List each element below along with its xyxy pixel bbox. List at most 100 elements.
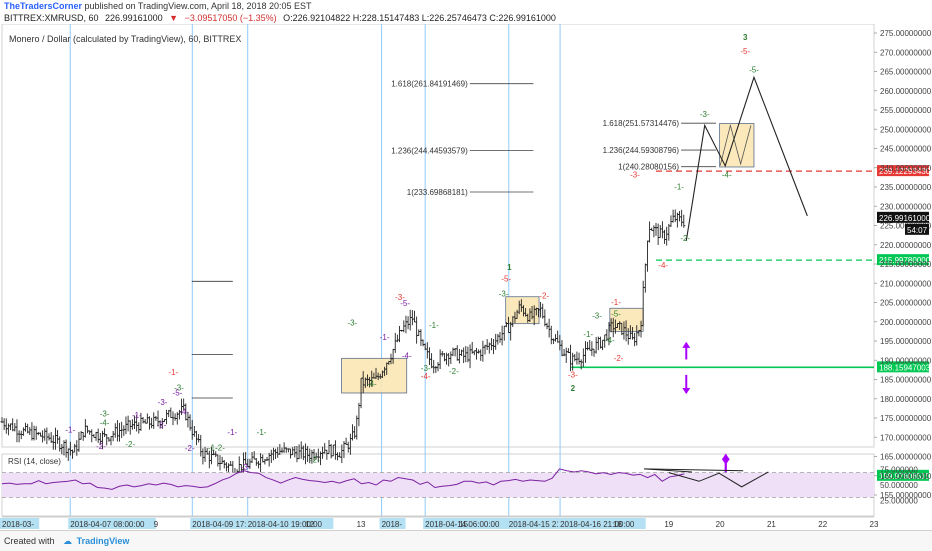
y-tick-label: 160.00000000: [880, 472, 932, 481]
wave-label: -1-: [583, 330, 593, 339]
y-tick-label: 205.00000000: [880, 299, 932, 308]
wave-label: -5-: [749, 65, 759, 74]
y-tick-label: 215.00000000: [880, 260, 932, 269]
wave-label: -2-: [614, 354, 624, 363]
countdown-label: 54:07: [907, 226, 928, 235]
x-tick-highlight: [558, 518, 646, 529]
wave-label: -3-: [395, 293, 405, 302]
wave-label: -3-: [158, 398, 168, 407]
x-tick-label: 13: [357, 520, 366, 529]
wave-label: -2-: [96, 442, 106, 451]
price-bars: [0, 209, 686, 480]
wave-label: 1: [507, 263, 512, 272]
wave-label: -2-: [310, 456, 320, 465]
rsi-line: [1, 468, 685, 490]
wave-label: -3-: [100, 409, 110, 418]
fib-box: [505, 296, 540, 325]
wave-label: -1-: [227, 428, 237, 437]
x-tick-highlight: [0, 518, 40, 529]
wave-label: -3-: [347, 319, 357, 328]
y-tick-label: 220.00000000: [880, 241, 932, 250]
wave-label: -5-: [740, 47, 750, 56]
x-tick-highlight: [506, 518, 595, 529]
chart-title: Monero / Dollar (calculated by TradingVi…: [9, 34, 241, 44]
y-tick-label: 265.00000000: [880, 68, 932, 77]
x-tick-highlight: [190, 518, 278, 529]
wave-label: -3-: [174, 384, 184, 393]
fib-levels: 1.618(261.84191469) 1.236(244.44593579) 1(…: [191, 80, 717, 399]
wave-label: -1-: [611, 298, 621, 307]
wave-label: -4-: [100, 418, 110, 427]
x-tick-label: 12: [305, 520, 314, 529]
footer: Created with ☁ TradingView: [0, 530, 932, 551]
wave-label: 3: [743, 33, 748, 42]
y-tick-label: 245.00000000: [880, 145, 932, 154]
fib-label: 1.618(251.57314476): [603, 119, 680, 128]
x-tick-label: 15: [459, 520, 468, 529]
created-with: Created with: [4, 536, 55, 546]
x-tick-label: 18: [613, 520, 622, 529]
price-tag-bg: [877, 361, 929, 373]
x-tick-label: 19: [664, 520, 673, 529]
wave-label: -4-: [658, 261, 668, 270]
x-tick-label: 2018-04-09 17:00:00: [192, 520, 267, 529]
price-tag-label: 239.12293430: [879, 167, 931, 176]
y-tick-label: 270.00000000: [880, 48, 932, 57]
fib-label: 1.236(244.59308796): [603, 146, 680, 155]
y-tick-label: 210.00000000: [880, 279, 932, 288]
wave-label: -2-: [125, 440, 135, 449]
wave-label: -1-: [132, 411, 142, 420]
projection-paths: [685, 75, 808, 241]
y-tick-label: 230.00000000: [880, 202, 932, 211]
y-tick-label: 190.00000000: [880, 356, 932, 365]
rsi-label: RSI (14, close): [8, 457, 61, 466]
price-tag-label: 188.15947003: [879, 363, 931, 372]
x-tick-label: 2018-04-14 06:00:00: [425, 520, 500, 529]
x-tick-highlight: [379, 518, 406, 529]
author-link[interactable]: TheTradersCorner: [4, 1, 83, 11]
current-price-label: 226.99161000: [879, 214, 931, 223]
published-text: published on TradingView.com, April 18, …: [84, 1, 312, 11]
wave-label: -1-: [429, 321, 439, 330]
time-axis: 2018-03- 2018-04-07 08:00:00 9 2018-04-09 1…: [0, 516, 879, 529]
wave-label: -3-: [421, 364, 431, 373]
wave-label: -1-: [380, 333, 390, 342]
wave-label: -1-: [257, 428, 267, 437]
projection-path: [685, 75, 808, 241]
y-tick-label: 250.00000000: [880, 125, 932, 134]
symbol-label: BITTREX:XMRUSD, 60: [4, 13, 99, 23]
x-tick-label: 2018-03-: [2, 520, 34, 529]
rsi-tick-label: 75.000000: [880, 466, 918, 475]
x-tick-highlight: [68, 518, 156, 529]
vertical-lines: [69, 24, 561, 516]
fib-boxes: [341, 123, 755, 394]
y-tick-label: 175.00000000: [880, 414, 932, 423]
price-tag-bg: [877, 165, 929, 177]
rsi-pane: [1, 468, 874, 498]
x-tick-label: 22: [818, 520, 827, 529]
x-tick-label: 9: [154, 520, 159, 529]
x-tick-highlight: [245, 518, 334, 529]
y-tick-label: 165.00000000: [880, 453, 932, 462]
last-price: 226.99161000: [105, 13, 163, 23]
wave-label: -3-: [630, 170, 640, 179]
rsi-tick-label: 25.000000: [880, 497, 918, 506]
tradingview-logo[interactable]: TradingView: [76, 536, 130, 546]
x-tick-label: 2018-: [382, 520, 403, 529]
y-tick-label: 170.00000000: [880, 433, 932, 442]
y-tick-label: 240.00000000: [880, 164, 932, 173]
tradingview-cloud-icon: ☁: [63, 536, 73, 546]
price-tag-bg: [877, 254, 929, 266]
up-arrow-icon-head: [721, 453, 730, 460]
y-tick-label: 155.00000000: [880, 491, 932, 500]
y-tick-label: 260.00000000: [880, 87, 932, 96]
chart-area[interactable]: 1.618(261.84191469) 1.236(244.44593579) 1(…: [0, 24, 932, 530]
box-zigzag: [719, 123, 752, 166]
rsi-tick-label: 50.000000: [880, 481, 918, 490]
publisher-bar: TheTradersCorner published on TradingVie…: [0, 0, 932, 12]
x-tick-label: 2018-04-07 08:00:00: [70, 520, 145, 529]
x-tick-label: 23: [870, 520, 879, 529]
x-tick-label: 2018-04-10 19:00:00: [248, 520, 323, 529]
y-tick-label: 195.00000000: [880, 337, 932, 346]
rsi-trendline: [644, 468, 744, 472]
